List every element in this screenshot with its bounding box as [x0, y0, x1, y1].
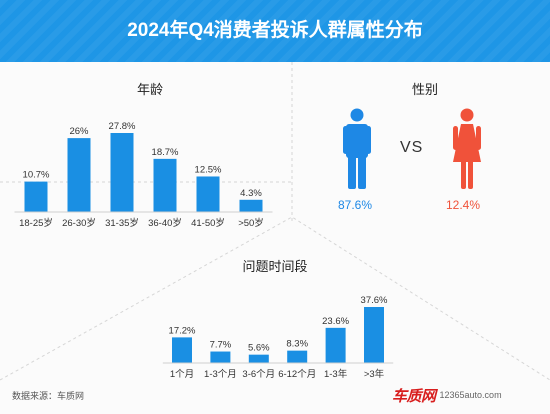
page-header: 2024年Q4消费者投诉人群属性分布 [0, 0, 550, 62]
duration-value-label-1: 7.7% [210, 340, 232, 351]
duration-value-label-0: 17.2% [169, 325, 196, 336]
page-title: 2024年Q4消费者投诉人群属性分布 [127, 20, 423, 41]
duration-bar-1 [210, 351, 231, 363]
section-dividers [0, 62, 550, 381]
age-tick-label-3: 36-40岁 [148, 217, 182, 229]
duration-bar-chart: 17.2% 1个月 7.7% 1-3个月 5.6% 3-6个月 8.3% 6-12个月 23.6… [162, 295, 394, 380]
vs-label: VS [400, 139, 424, 156]
age-bar-4 [196, 176, 220, 212]
duration-tick-label-5: >3年 [364, 368, 385, 380]
duration-tick-label-4: 1-3年 [324, 368, 348, 380]
age-value-label-2: 27.8% [109, 121, 136, 132]
age-value-label-5: 4.3% [240, 188, 262, 199]
age-bar-3 [153, 158, 177, 212]
male-percentage: 87.6% [338, 198, 373, 212]
duration-tick-label-2: 3-6个月 [242, 369, 275, 380]
duration-tick-label-3: 6-12个月 [278, 369, 316, 380]
duration-value-label-3: 8.3% [286, 339, 308, 350]
age-bar-1 [67, 138, 91, 212]
age-value-label-1: 26% [69, 126, 89, 137]
age-value-label-3: 18.7% [152, 147, 179, 158]
gender-section-title: 性别 [411, 82, 438, 97]
duration-bar-4 [325, 327, 346, 363]
male-icon [343, 108, 371, 189]
duration-bar-2 [248, 354, 269, 363]
brand-logo[interactable]: 车质网 12365auto.com [392, 384, 502, 406]
duration-section-title: 问题时间段 [242, 259, 308, 274]
age-bar-5 [239, 199, 263, 212]
female-percentage: 12.4% [446, 198, 481, 212]
duration-tick-label-0: 1个月 [170, 369, 194, 380]
age-tick-label-4: 41-50岁 [191, 217, 225, 229]
age-value-label-4: 12.5% [195, 164, 222, 175]
duration-value-label-5: 37.6% [361, 295, 388, 306]
age-bar-chart: 10.7% 18-25岁 26% 26-30岁 27.8% 31-35岁 18.7% 36-4… [14, 121, 273, 229]
content-panel [0, 62, 550, 414]
duration-tick-label-1: 1-3个月 [204, 369, 237, 380]
logo-text: 车质网 [392, 387, 436, 405]
duration-bar-5 [364, 307, 384, 363]
age-tick-label-1: 26-30岁 [62, 217, 96, 229]
age-tick-label-5: >50岁 [238, 217, 264, 229]
logo-url: 12365auto.com [439, 390, 502, 400]
data-source: 数据来源：车质网 [12, 391, 85, 401]
duration-value-label-2: 5.6% [248, 343, 270, 354]
duration-bar-0 [172, 337, 192, 363]
age-bar-0 [24, 181, 48, 212]
age-bar-2 [110, 133, 134, 212]
age-section-title: 年龄 [136, 82, 163, 97]
age-value-label-0: 10.7% [23, 170, 50, 181]
duration-bar-3 [287, 350, 308, 363]
age-tick-label-0: 18-25岁 [19, 217, 53, 229]
female-icon [453, 108, 481, 189]
duration-value-label-4: 23.6% [322, 316, 349, 327]
age-tick-label-2: 31-35岁 [105, 217, 139, 229]
